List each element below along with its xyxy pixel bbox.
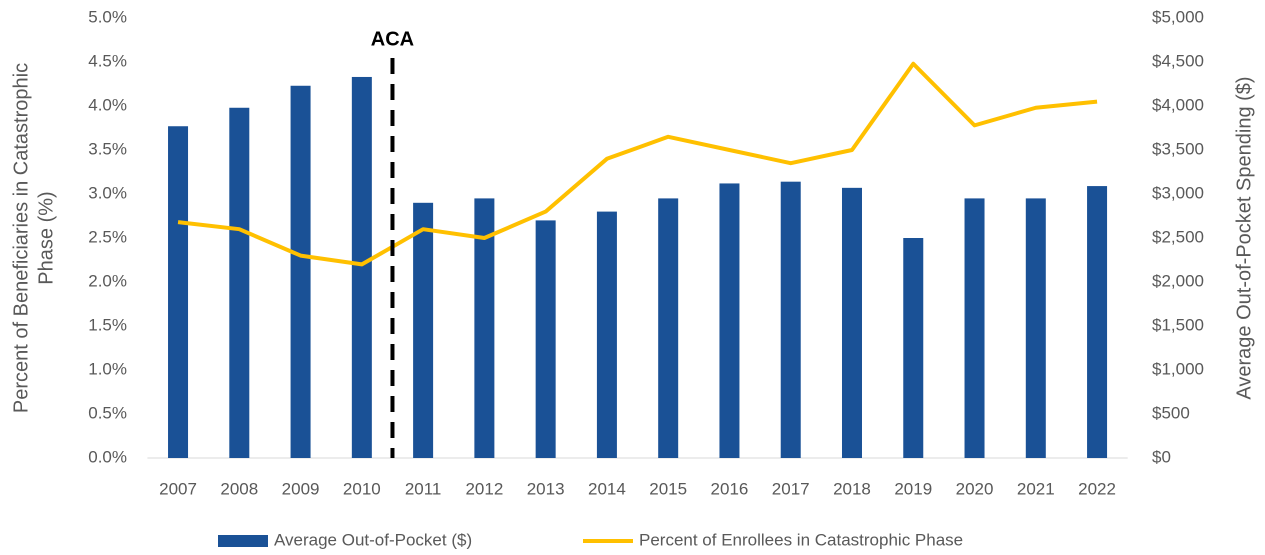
y-tick-label: 5.0%: [88, 7, 127, 26]
y-tick-label: 0.0%: [88, 447, 127, 466]
x-tick-label: 2010: [343, 479, 381, 498]
x-tick-label: 2019: [894, 479, 932, 498]
legend-label: Average Out-of-Pocket ($): [274, 530, 472, 549]
x-tick-label: 2008: [220, 479, 258, 498]
bar: [964, 198, 985, 458]
x-tick-label: 2007: [159, 479, 197, 498]
y-tick-label: 0.5%: [88, 403, 127, 422]
bar: [719, 183, 740, 458]
bar: [290, 85, 311, 458]
y2-tick-label: $1,000: [1152, 359, 1204, 378]
bar: [168, 126, 189, 459]
x-tick-label: 2020: [956, 479, 994, 498]
bar: [780, 181, 801, 458]
x-tick-label: 2009: [282, 479, 320, 498]
y2-tick-label: $2,000: [1152, 271, 1204, 290]
y-tick-label: 1.0%: [88, 359, 127, 378]
bar: [351, 76, 372, 459]
x-tick-label: 2013: [527, 479, 565, 498]
line: [177, 61, 1098, 267]
x-tick-label: 2016: [711, 479, 749, 498]
x-tick-label: 2022: [1078, 479, 1116, 498]
y2-tick-label: $500: [1152, 403, 1190, 422]
x-tick-label: 2015: [649, 479, 687, 498]
y2-tick-label: $4,000: [1152, 95, 1204, 114]
y-tick-label: 2.5%: [88, 227, 127, 246]
x-tick-label: 2021: [1017, 479, 1055, 498]
x-tick-label: 2014: [588, 479, 626, 498]
bar: [1087, 186, 1108, 458]
y2-tick-label: $3,000: [1152, 183, 1204, 202]
y-tick-label: 2.0%: [88, 271, 127, 290]
y2-tick-label: $1,500: [1152, 315, 1204, 334]
y2-axis-title: Average Out-of-Pocket Spending ($): [1233, 76, 1255, 399]
y2-tick-label: $0: [1152, 447, 1171, 466]
x-tick-label: 2017: [772, 479, 810, 498]
x-tick-label: 2011: [405, 479, 442, 498]
y-tick-label: 4.0%: [88, 95, 127, 114]
bar: [658, 198, 679, 458]
bar: [903, 238, 924, 458]
y-tick-label: 1.5%: [88, 315, 127, 334]
y2-tick-label: $2,500: [1152, 227, 1204, 246]
annotation: ACA: [371, 28, 414, 50]
bar: [229, 107, 250, 458]
y-axis-title: Percent of Beneficiaries in Catastrophic: [10, 63, 32, 413]
y2-tick-label: $3,500: [1152, 139, 1204, 158]
bar: [841, 187, 862, 458]
bar: [596, 211, 617, 458]
legend-label: Percent of Enrollees in Catastrophic Pha…: [639, 530, 963, 549]
bar: [474, 198, 495, 458]
bar: [1025, 198, 1046, 458]
x-tick-label: 2018: [833, 479, 871, 498]
y-tick-label: 3.5%: [88, 139, 127, 158]
y-axis-title: Phase (%): [35, 191, 57, 284]
y-tick-label: 4.5%: [88, 51, 127, 70]
bar: [535, 220, 556, 458]
legend-swatch: [218, 535, 268, 547]
y2-tick-label: $5,000: [1152, 7, 1204, 26]
y2-tick-label: $4,500: [1152, 51, 1204, 70]
y-tick-label: 3.0%: [88, 183, 127, 202]
bar: [413, 202, 434, 458]
x-tick-label: 2012: [465, 479, 503, 498]
